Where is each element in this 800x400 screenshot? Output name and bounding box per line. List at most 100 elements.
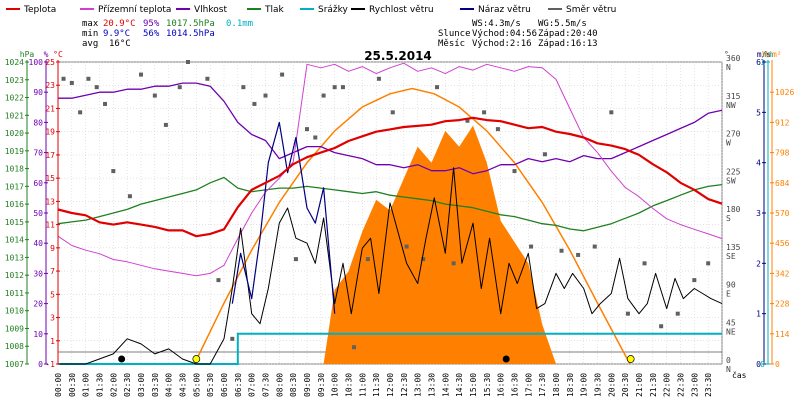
time-tick-label: 10:00 (331, 373, 340, 397)
time-tick-label: 07:00 (248, 373, 257, 397)
time-tick-label: 13:00 (414, 373, 423, 397)
humidity-tick-label: 90 (33, 88, 43, 97)
wind-direction-point (352, 345, 357, 350)
rain-tick-label: 1 (760, 58, 765, 67)
pressure-tick-label: 1007 (5, 360, 24, 369)
wind-direction-point (103, 101, 108, 106)
direction-degree-label: 90 (726, 281, 736, 290)
wind-direction-point (529, 244, 534, 249)
time-tick-label: 04:30 (179, 373, 188, 397)
pressure-tick-label: 1009 (5, 324, 24, 333)
time-tick-label: 05:30 (206, 373, 215, 397)
radiation-tick-label: 570 (775, 209, 790, 218)
time-tick-label: 11:30 (372, 373, 381, 397)
wind-direction-point (542, 152, 547, 157)
time-axis-unit: čas (732, 370, 747, 380)
time-tick-label: 14:00 (441, 373, 450, 397)
time-tick-label: 21:30 (649, 373, 658, 397)
time-tick-label: 12:30 (400, 373, 409, 397)
wind-direction-point (313, 135, 318, 140)
stats-max-label: max (82, 19, 99, 29)
pressure-tick-label: 1022 (5, 94, 24, 103)
wind-speed-tick-label: 5 (756, 108, 761, 117)
time-tick-label: 23:30 (704, 373, 713, 397)
wind-direction-point (139, 72, 143, 77)
wind-direction-layer (61, 60, 711, 350)
direction-degree-label: 360 (726, 54, 741, 63)
wind-direction-point (321, 93, 326, 98)
time-tick-label: 09:00 (303, 373, 312, 397)
sun-event-marker (192, 355, 201, 363)
legend-label-0: Teplota (23, 5, 56, 15)
direction-degree-label: 45 (726, 318, 736, 327)
time-tick-label: 00:00 (54, 373, 63, 397)
series-ground-temperature (57, 62, 723, 277)
wind-direction-point (609, 110, 614, 115)
sun-event-marker (626, 355, 635, 363)
temperature-tick-label: 5 (50, 290, 55, 299)
time-tick-label: 15:00 (469, 373, 478, 397)
humidity-tick-label: 0 (38, 360, 43, 369)
wind-speed-tick-label: 1 (756, 310, 761, 319)
temperature-tick-label: 13 (45, 197, 55, 206)
direction-degree-label: 180 (726, 205, 741, 214)
pressure-tick-label: 1014 (5, 236, 24, 245)
wind-direction-point (86, 76, 91, 81)
pressure-tick-label: 1021 (5, 111, 24, 120)
time-tick-label: 19:00 (580, 373, 589, 397)
time-tick-label: 07:30 (262, 373, 271, 397)
pressure-tick-label: 1018 (5, 165, 24, 174)
radiation-tick-label: 114 (775, 330, 790, 339)
humidity-tick-label: 60 (33, 179, 43, 188)
legend-label-7: Směr větru (566, 5, 616, 15)
time-tick-label: 15:30 (483, 373, 492, 397)
wind-direction-point (559, 248, 564, 253)
wind-speed-axis-unit: m/s (757, 50, 772, 59)
wind-direction-point (293, 257, 298, 262)
wind-direction-point (78, 110, 83, 115)
wind-direction-point (111, 169, 116, 174)
sun-rise: Východ:04:56 (472, 29, 537, 39)
legend-label-2: Vlhkost (194, 5, 227, 15)
direction-compass-label: E (726, 290, 731, 299)
direction-degree-label: 135 (726, 243, 741, 252)
humidity-tick-label: 80 (33, 118, 43, 127)
pressure-tick-label: 1016 (5, 200, 24, 209)
legend-label-6: Náraz větru (478, 5, 531, 15)
direction-degree-label: 270 (726, 130, 741, 139)
theoretical-sun-curve (193, 87, 631, 365)
radiation-axis-unit: W/m² (762, 50, 781, 59)
temperature-axis-unit: °C (53, 50, 63, 59)
wind-direction-point (376, 76, 381, 81)
humidity-tick-label: 30 (33, 269, 43, 278)
time-tick-label: 14:30 (455, 373, 464, 397)
humidity-tick-label: 20 (33, 300, 43, 309)
legend-label-3: Tlak (264, 5, 285, 15)
chart-title: 25.5.2014 (364, 49, 432, 63)
time-tick-label: 02:00 (109, 373, 118, 397)
wind-direction-point (625, 311, 630, 316)
wind-direction-point (152, 93, 157, 98)
time-tick-label: 03:00 (137, 373, 146, 397)
moon-label: Měsíc (438, 39, 465, 49)
moon-event-marker (502, 355, 510, 363)
pressure-tick-label: 1023 (5, 76, 24, 85)
wind-direction-point (186, 60, 191, 64)
time-tick-label: 03:30 (151, 373, 160, 397)
direction-compass-label: N (726, 63, 731, 72)
temperature-tick-label: 1 (50, 337, 55, 346)
temperature-tick-label: 15 (45, 174, 55, 183)
humidity-tick-label: 40 (33, 239, 43, 248)
axes: hPa1007100810091010101110121013101410151… (5, 50, 795, 397)
direction-compass-label: SE (726, 252, 736, 261)
time-tick-label: 23:00 (690, 373, 699, 397)
time-tick-label: 19:30 (594, 373, 603, 397)
temperature-tick-label: 21 (45, 104, 55, 113)
legend: Teplota Přízemní teplota Vlhkost Tlak Srážky… (6, 5, 616, 15)
wind-direction-point (127, 194, 132, 199)
wind-direction-point (659, 324, 664, 329)
wind-speed-tick-label: 2 (756, 259, 761, 268)
temperature-tick-label: 17 (45, 151, 55, 160)
temperature-tick-label: 19 (45, 128, 55, 137)
